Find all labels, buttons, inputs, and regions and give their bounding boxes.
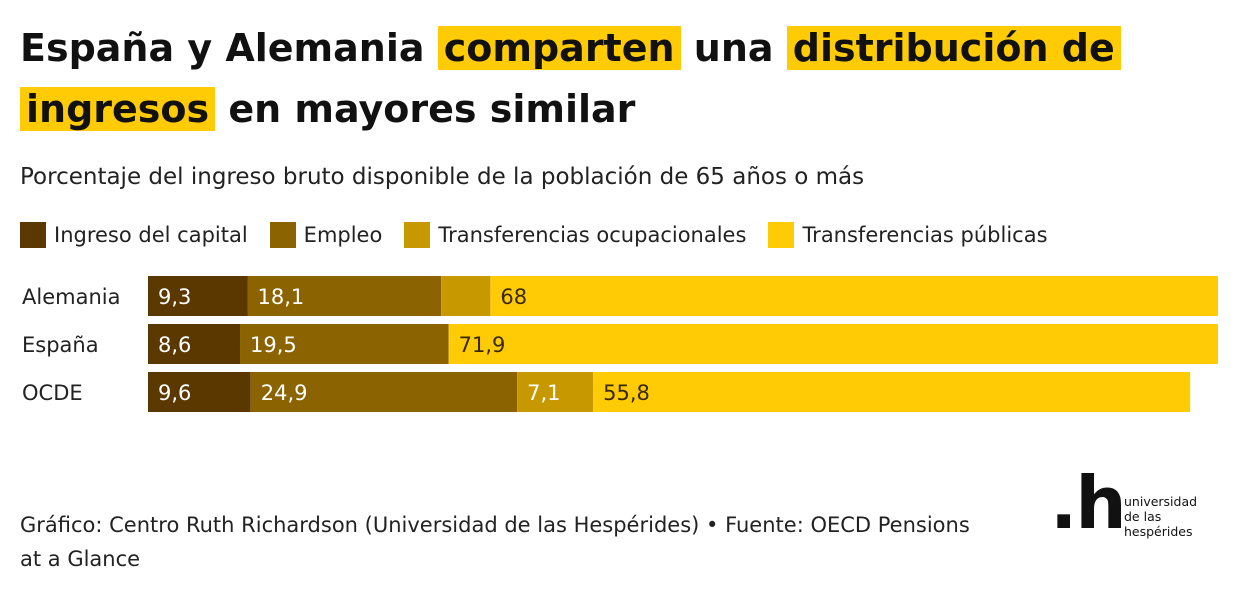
legend-item: Transferencias ocupacionales: [404, 222, 746, 248]
bar-segment: [148, 276, 248, 316]
legend-label: Transferencias ocupacionales: [438, 223, 747, 247]
university-logo: .h universidad de las hespérides: [1050, 462, 1220, 544]
legend-label: Empleo: [303, 223, 383, 247]
bar-segment: [240, 324, 449, 364]
bar-segment: [441, 276, 491, 316]
data-label: 55,8: [603, 381, 650, 405]
legend: Ingreso del capital Empleo Transferencias …: [20, 222, 1070, 248]
category-label: OCDE: [22, 381, 83, 405]
data-label: 8,6: [158, 333, 191, 357]
data-label: 71,9: [459, 333, 506, 357]
legend-label: Transferencias públicas: [802, 223, 1048, 247]
legend-swatch: [768, 222, 795, 248]
bar-segment: [448, 324, 1218, 364]
legend-item: Transferencias públicas: [768, 222, 1048, 248]
logo-mark: .h: [1050, 461, 1127, 545]
logo-line: de las: [1124, 509, 1162, 524]
logo-text: universidad de las hespérides: [1124, 494, 1197, 539]
bar-segment: [247, 276, 442, 316]
category-label: Alemania: [22, 285, 120, 309]
stacked-bar-chart: Alemania 9,3 18,1 68 España 8,6 19,5 71,9 OCDE 9,…: [22, 276, 1218, 412]
footer-credit: Gráfico: Centro Ruth Richardson (Univers…: [20, 513, 970, 571]
title-text: en mayores similar: [215, 87, 636, 131]
data-label: 18,1: [258, 285, 305, 309]
legend-swatch: [404, 222, 431, 248]
title-text: España y Alemania: [20, 26, 438, 70]
data-label: 68: [500, 285, 527, 309]
data-label: 9,6: [158, 381, 191, 405]
legend-swatch: [20, 222, 46, 248]
data-label: 24,9: [261, 381, 308, 405]
bar-segment: [593, 372, 1191, 412]
bar-segment: [148, 372, 251, 412]
title-text: una: [680, 26, 787, 70]
bar-segment: [490, 276, 1218, 316]
data-label: 7,1: [527, 381, 560, 405]
data-label: 19,5: [250, 333, 297, 357]
bar-segment: [250, 372, 518, 412]
legend-item: Ingreso del capital: [20, 222, 248, 248]
bar-segment: [517, 372, 594, 412]
category-label: España: [22, 333, 99, 357]
bar-segment: [148, 324, 241, 364]
chart-title: España y Alemania comparten una distribu…: [20, 18, 1220, 140]
logo-line: universidad: [1124, 494, 1198, 509]
title-highlight: comparten: [437, 26, 681, 70]
legend-item: Empleo: [269, 222, 383, 248]
logo-line: hespérides: [1124, 524, 1193, 539]
chart-subtitle: Porcentaje del ingreso bruto disponible …: [20, 164, 865, 190]
legend-swatch: [269, 222, 296, 248]
legend-label: Ingreso del capital: [54, 223, 248, 247]
data-label: 9,3: [158, 285, 191, 309]
